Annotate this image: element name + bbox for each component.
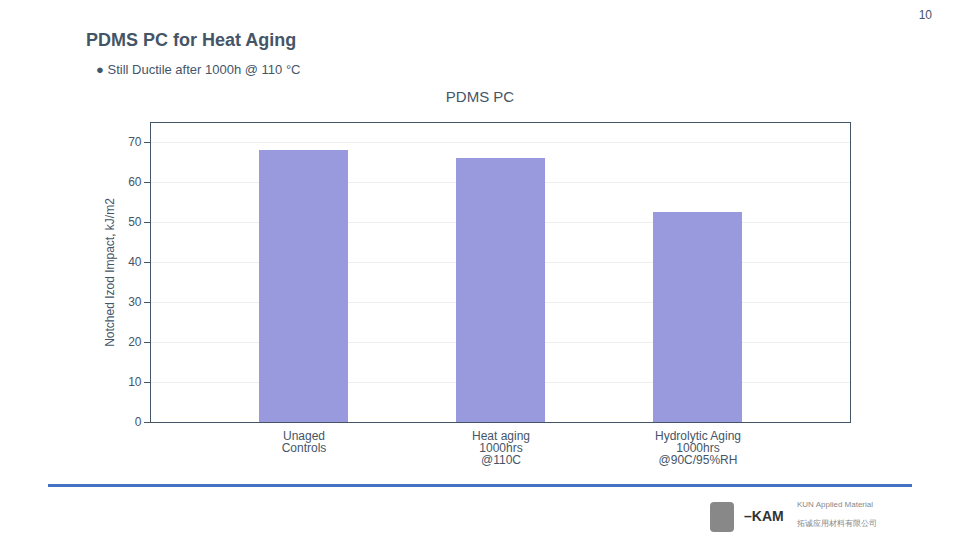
svg-text:Heat aging1000hrs@110C: Heat aging1000hrs@110C — [472, 429, 530, 467]
html-text:–KAM: –KAM — [744, 508, 784, 524]
svg-text:20: 20 — [128, 335, 142, 349]
html-text:● Still Ductile after 1000h @: ● Still Ductile after 1000h @ 110 °C — [96, 62, 301, 77]
svg-text:Hydrolytic Aging1000hrs@90C/95: Hydrolytic Aging1000hrs@90C/95%RH — [655, 429, 741, 467]
svg-text:10: 10 — [128, 375, 142, 389]
svg-text:50: 50 — [128, 215, 142, 229]
svg-text:Notched Izod Impact, kJ/m2: Notched Izod Impact, kJ/m2 — [103, 198, 117, 347]
html-text:PDMS PC for Heat Aging: PDMS PC for Heat Aging — [86, 30, 297, 50]
svg-text:60: 60 — [128, 175, 142, 189]
svg-text:UnagedControls: UnagedControls — [282, 429, 327, 455]
svg-text:0: 0 — [135, 415, 142, 429]
html-text:拓诚应用材料有限公司: 拓诚应用材料有限公司 — [797, 519, 877, 528]
svg-text:30: 30 — [128, 295, 142, 309]
html-text:PDMS PC: PDMS PC — [445, 88, 515, 105]
html-text:KUN Applied Material: KUN Applied Material — [797, 500, 873, 509]
html-text:10: 10 — [918, 8, 932, 22]
svg-text:40: 40 — [128, 255, 142, 269]
svg-text:70: 70 — [128, 135, 142, 149]
